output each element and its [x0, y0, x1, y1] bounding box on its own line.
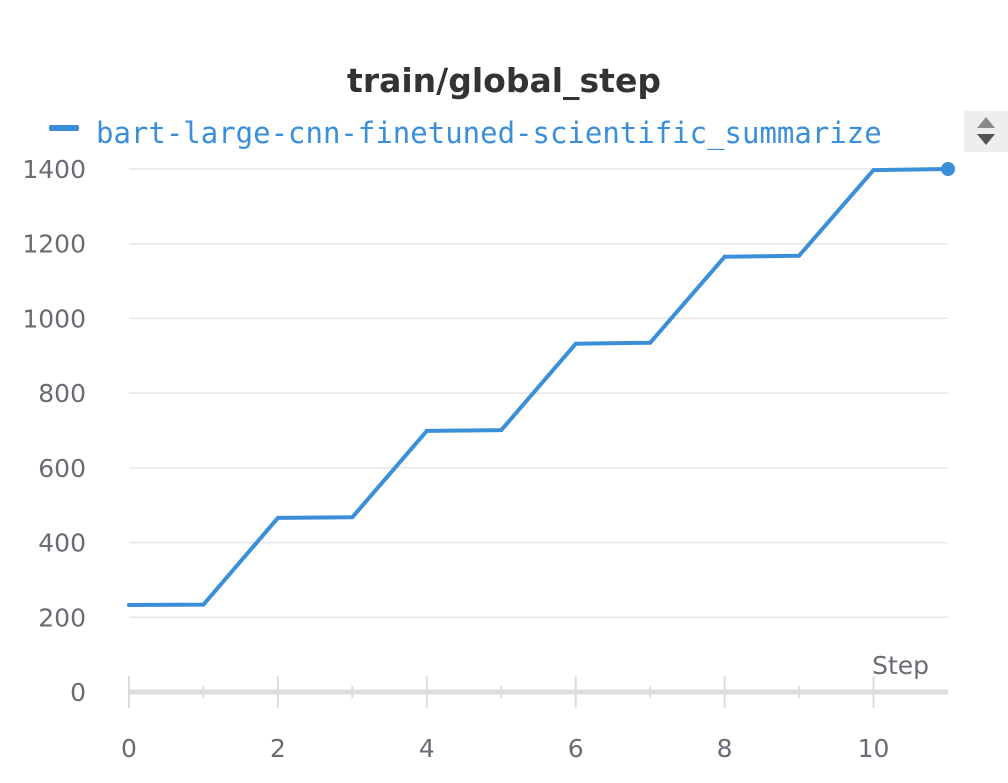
data-point-0-10: [871, 168, 876, 173]
x-tick-label-8: 8: [717, 734, 733, 763]
x-tick-label-6: 6: [568, 734, 584, 763]
series-layer: [127, 162, 955, 607]
scroll-up-icon[interactable]: [977, 117, 995, 128]
data-point-0-6: [573, 341, 578, 346]
x-tick-label-10: 10: [858, 734, 890, 763]
grid: [129, 168, 948, 619]
y-tick-label-600: 600: [38, 454, 86, 483]
data-point-0-1: [201, 602, 206, 607]
data-point-0-0: [127, 602, 131, 607]
x-tick-label-2: 2: [270, 734, 286, 763]
x-tick-label-4: 4: [419, 734, 435, 763]
y-tick-label-1000: 1000: [22, 304, 86, 333]
scroll-down-icon[interactable]: [977, 134, 995, 145]
legend-scroll-control[interactable]: [964, 111, 1008, 152]
y-tick-label-0: 0: [70, 678, 86, 707]
y-tick-label-400: 400: [38, 529, 86, 558]
y-tick-label-1400: 1400: [22, 155, 86, 184]
x-axis: 0 2 4 6 8 10: [121, 676, 948, 763]
y-tick-label-800: 800: [38, 379, 86, 408]
data-point-0-2: [275, 515, 280, 520]
y-tick-label-200: 200: [38, 603, 86, 632]
data-point-0-5: [499, 428, 504, 433]
legend: bart-large-cnn-finetuned-scientific_summ…: [49, 116, 882, 151]
data-point-0-8: [722, 254, 727, 259]
data-point-0-11: [941, 162, 955, 176]
x-axis-label: Step: [872, 651, 929, 680]
legend-label: bart-large-cnn-finetuned-scientific_summ…: [96, 116, 882, 151]
data-point-0-3: [350, 515, 355, 520]
data-point-0-4: [424, 428, 429, 433]
legend-swatch: [49, 125, 79, 131]
data-point-0-7: [648, 340, 653, 345]
series-line-0: [127, 167, 950, 607]
x-tick-label-0: 0: [121, 734, 137, 763]
chart-title: train/global_step: [347, 61, 661, 100]
y-tick-label-1200: 1200: [22, 230, 86, 259]
y-axis: 0 200 400 600 800 1000 1200 1400: [22, 155, 86, 707]
data-point-0-9: [797, 253, 802, 258]
